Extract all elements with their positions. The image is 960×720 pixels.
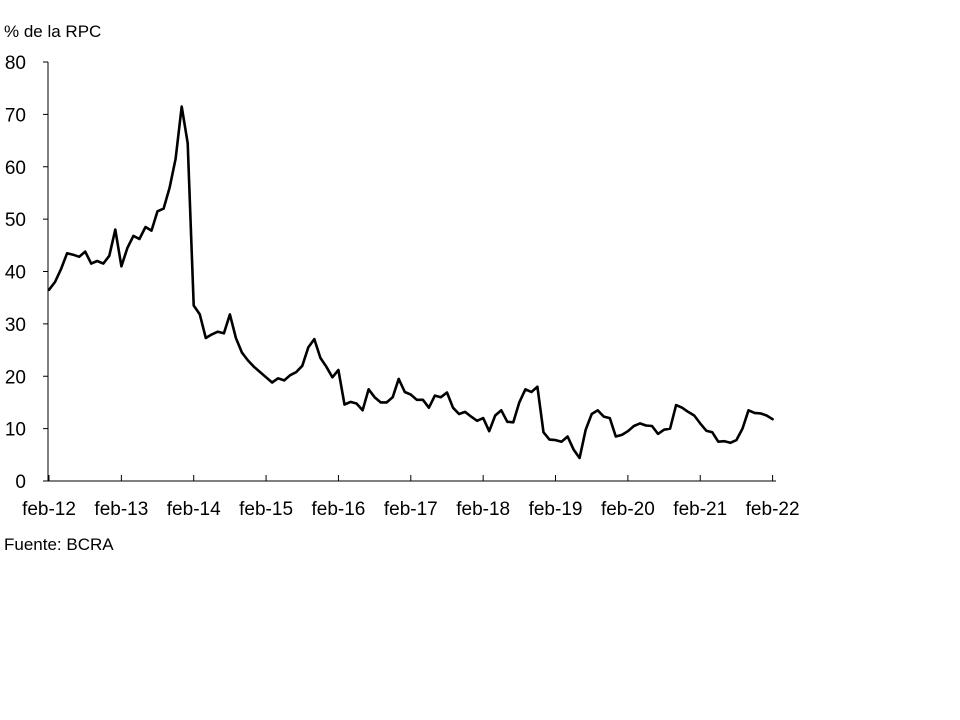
y-tick-label: 30	[5, 315, 26, 336]
y-tick-label: 80	[5, 53, 26, 74]
x-tick-label: feb-19	[529, 499, 583, 520]
source-note: Fuente: BCRA	[4, 535, 114, 554]
x-tick-label: feb-14	[167, 499, 221, 520]
x-tick-label: feb-12	[22, 499, 76, 520]
y-tick-label: 20	[5, 367, 26, 388]
y-tick-label: 50	[5, 210, 26, 231]
y-tick-label: 70	[5, 105, 26, 126]
chart-axes	[47, 62, 776, 482]
x-tick-label: feb-17	[384, 499, 438, 520]
x-tick-label: feb-22	[746, 499, 800, 520]
x-tick-label: feb-21	[673, 499, 727, 520]
y-tick-label: 40	[5, 263, 26, 284]
y-tick-label: 0	[15, 472, 26, 493]
x-axis-ticks: feb-12 feb-13 feb-14 feb-15 feb-16 feb-17 feb-…	[22, 475, 800, 520]
series-layer	[47, 105, 774, 460]
x-tick-label: feb-20	[601, 499, 655, 520]
x-tick-label: feb-18	[456, 499, 510, 520]
x-tick-label: feb-16	[312, 499, 366, 520]
y-axis-ticks: 0 10 20 30 40 50 60 70 80	[5, 53, 48, 493]
y-tick-label: 60	[5, 158, 26, 179]
series-line	[47, 105, 774, 460]
y-axis-unit-label: % de la RPC	[4, 22, 102, 41]
y-tick-label: 10	[5, 420, 26, 441]
x-tick-label: feb-13	[94, 499, 148, 520]
x-tick-label: feb-15	[239, 499, 293, 520]
